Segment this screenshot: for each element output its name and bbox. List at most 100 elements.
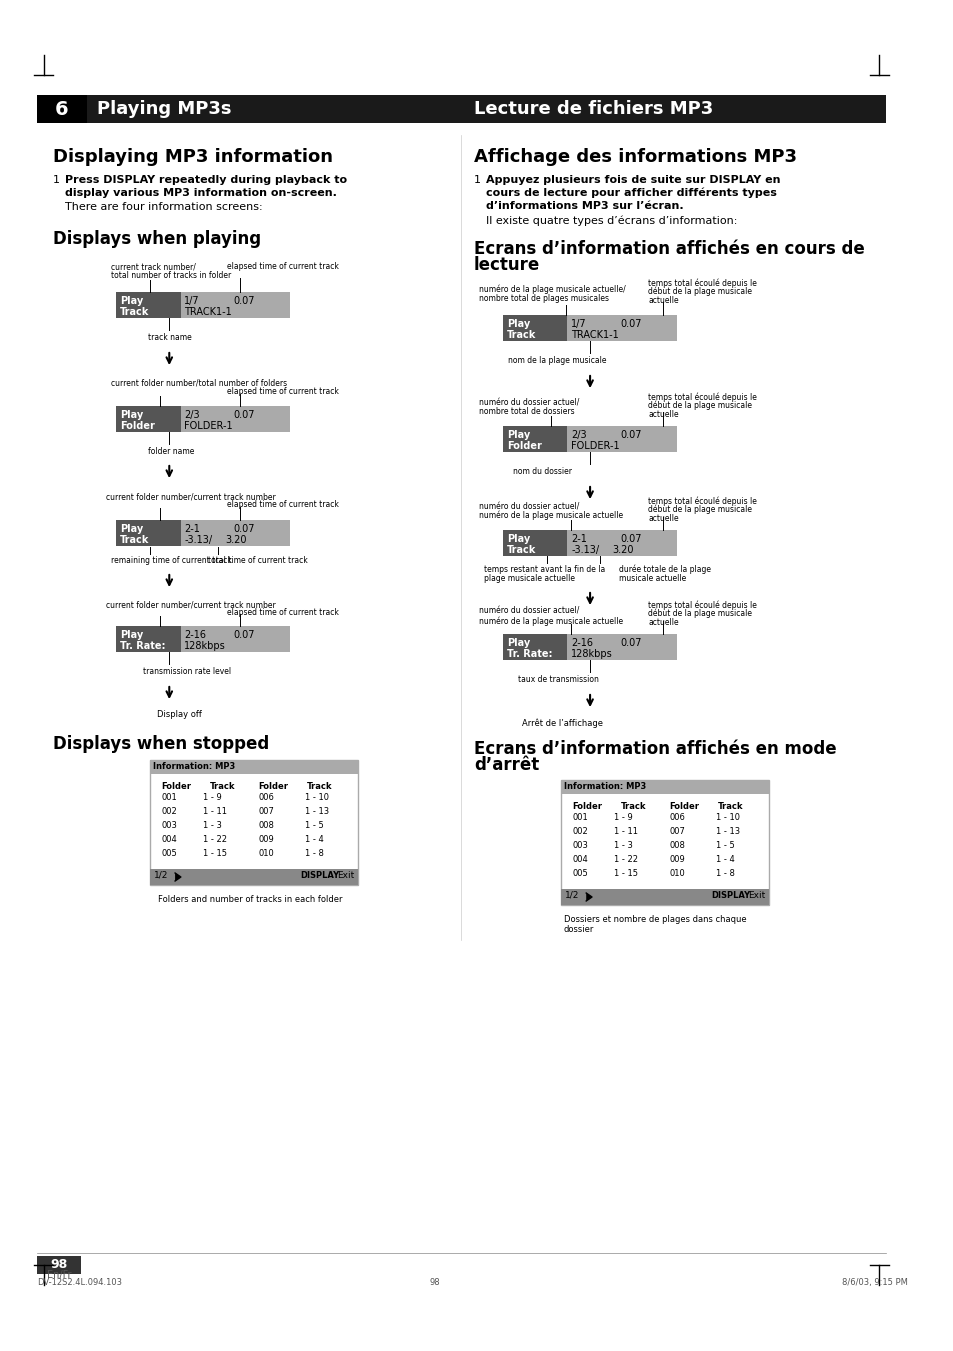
- Text: Ecrans d’information affichés en cours de: Ecrans d’information affichés en cours d…: [474, 240, 863, 258]
- Text: 1 - 9: 1 - 9: [614, 813, 633, 821]
- Text: Displays when stopped: Displays when stopped: [53, 735, 269, 753]
- Text: 3.20: 3.20: [225, 535, 246, 544]
- Bar: [150, 761, 357, 885]
- Text: 1 - 5: 1 - 5: [304, 821, 323, 830]
- Text: Press DISPLAY repeatedly during playback to: Press DISPLAY repeatedly during playback…: [65, 176, 347, 185]
- Text: nombre total de plages musicales: nombre total de plages musicales: [478, 295, 608, 303]
- Text: Track: Track: [506, 330, 536, 340]
- Text: DISPLAY: DISPLAY: [710, 892, 749, 900]
- Text: total number of tracks in folder: total number of tracks in folder: [112, 272, 232, 280]
- Text: 004: 004: [572, 855, 588, 865]
- Text: elapsed time of current track: elapsed time of current track: [227, 500, 339, 509]
- Text: 2-16: 2-16: [571, 638, 593, 648]
- Bar: [567, 634, 677, 661]
- Text: 8/6/03, 9:15 PM: 8/6/03, 9:15 PM: [841, 1278, 906, 1288]
- Text: 1 - 13: 1 - 13: [304, 807, 329, 816]
- Text: 009: 009: [258, 835, 274, 844]
- Bar: [116, 520, 180, 546]
- Bar: [560, 780, 768, 905]
- Text: 2-16: 2-16: [184, 630, 206, 640]
- Text: taux de transmission: taux de transmission: [517, 676, 598, 684]
- Text: Play: Play: [506, 534, 530, 544]
- Bar: [37, 95, 87, 123]
- Text: 0.07: 0.07: [620, 534, 641, 544]
- Text: 1 - 9: 1 - 9: [203, 793, 222, 802]
- Text: 1 - 11: 1 - 11: [203, 807, 227, 816]
- Text: temps restant avant la fin de la: temps restant avant la fin de la: [483, 565, 604, 574]
- Text: 2-1: 2-1: [571, 534, 587, 544]
- Text: 0.07: 0.07: [233, 296, 255, 305]
- Text: 1 - 15: 1 - 15: [614, 869, 638, 878]
- Text: remaining time of current track: remaining time of current track: [112, 557, 232, 565]
- Text: Arrêt de l’affichage: Arrêt de l’affichage: [522, 717, 602, 727]
- Text: 010: 010: [669, 869, 684, 878]
- Bar: [567, 315, 677, 340]
- Text: Displaying MP3 information: Displaying MP3 information: [53, 149, 333, 166]
- Text: musicale actuelle: musicale actuelle: [618, 574, 685, 584]
- Text: 2/3: 2/3: [184, 409, 200, 420]
- Text: 003: 003: [572, 842, 588, 850]
- Text: 003: 003: [161, 821, 177, 830]
- Bar: [116, 407, 180, 432]
- Text: 0.07: 0.07: [620, 430, 641, 440]
- Text: Track: Track: [717, 802, 742, 811]
- Text: numéro de la plage musicale actuelle/: numéro de la plage musicale actuelle/: [478, 285, 625, 295]
- Text: temps total écoulé depuis le: temps total écoulé depuis le: [647, 392, 756, 401]
- Text: Playing MP3s: Playing MP3s: [96, 100, 231, 118]
- Text: current track number/: current track number/: [112, 262, 196, 272]
- Text: elapsed time of current track: elapsed time of current track: [227, 608, 339, 617]
- Text: Track: Track: [620, 802, 646, 811]
- Text: DISPLAY: DISPLAY: [299, 871, 338, 880]
- Text: Folder: Folder: [506, 440, 541, 451]
- Text: actuelle: actuelle: [647, 409, 678, 419]
- Text: 002: 002: [572, 827, 588, 836]
- Text: 1 - 3: 1 - 3: [614, 842, 633, 850]
- Text: 0.07: 0.07: [233, 409, 255, 420]
- Text: Folder: Folder: [669, 802, 699, 811]
- Text: 1/2: 1/2: [564, 892, 578, 900]
- Text: There are four information screens:: There are four information screens:: [65, 203, 262, 212]
- Text: plage musicale actuelle: plage musicale actuelle: [483, 574, 574, 584]
- Text: 128kbps: 128kbps: [571, 648, 613, 659]
- Text: 1/7: 1/7: [184, 296, 200, 305]
- Text: 1 - 3: 1 - 3: [203, 821, 222, 830]
- Bar: [150, 869, 357, 885]
- Text: 1: 1: [474, 176, 480, 185]
- Text: 1 - 10: 1 - 10: [304, 793, 329, 802]
- Text: d’informations MP3 sur l’écran.: d’informations MP3 sur l’écran.: [485, 201, 682, 211]
- Text: Folder: Folder: [161, 782, 192, 790]
- Text: 1 - 22: 1 - 22: [203, 835, 227, 844]
- Text: Play: Play: [120, 524, 143, 534]
- Text: dossier: dossier: [563, 925, 594, 934]
- Text: 98: 98: [430, 1278, 440, 1288]
- Text: début de la plage musicale: début de la plage musicale: [647, 401, 751, 411]
- Text: Play: Play: [506, 319, 530, 330]
- Text: track name: track name: [148, 332, 192, 342]
- Text: En/Fr: En/Fr: [47, 1270, 71, 1279]
- Text: Displays when playing: Displays when playing: [53, 230, 261, 249]
- Text: durée totale de la plage: durée totale de la plage: [618, 565, 710, 574]
- Bar: [567, 530, 677, 557]
- Text: transmission rate level: transmission rate level: [143, 667, 231, 676]
- Text: Information: MP3: Information: MP3: [563, 782, 645, 790]
- Bar: [116, 292, 180, 317]
- Text: DV-12S2.4L.094.103: DV-12S2.4L.094.103: [37, 1278, 122, 1288]
- Text: numéro de la plage musicale actuelle: numéro de la plage musicale actuelle: [478, 616, 622, 626]
- Text: 1 - 4: 1 - 4: [304, 835, 323, 844]
- Text: current folder number/current track number: current folder number/current track numb…: [107, 492, 275, 501]
- Text: Play: Play: [506, 430, 530, 440]
- Text: 1 - 10: 1 - 10: [715, 813, 740, 821]
- Text: 1 - 5: 1 - 5: [715, 842, 734, 850]
- Bar: [37, 1256, 81, 1274]
- Polygon shape: [585, 893, 592, 901]
- Text: Tr. Rate:: Tr. Rate:: [506, 648, 552, 659]
- Text: elapsed time of current track: elapsed time of current track: [227, 262, 339, 272]
- Text: 001: 001: [572, 813, 588, 821]
- Text: Tr. Rate:: Tr. Rate:: [120, 640, 165, 651]
- Text: 002: 002: [161, 807, 177, 816]
- Text: Play: Play: [506, 638, 530, 648]
- Text: numéro de la plage musicale actuelle: numéro de la plage musicale actuelle: [478, 511, 622, 520]
- Text: elapsed time of current track: elapsed time of current track: [227, 386, 339, 396]
- Text: 006: 006: [258, 793, 274, 802]
- Bar: [567, 426, 677, 453]
